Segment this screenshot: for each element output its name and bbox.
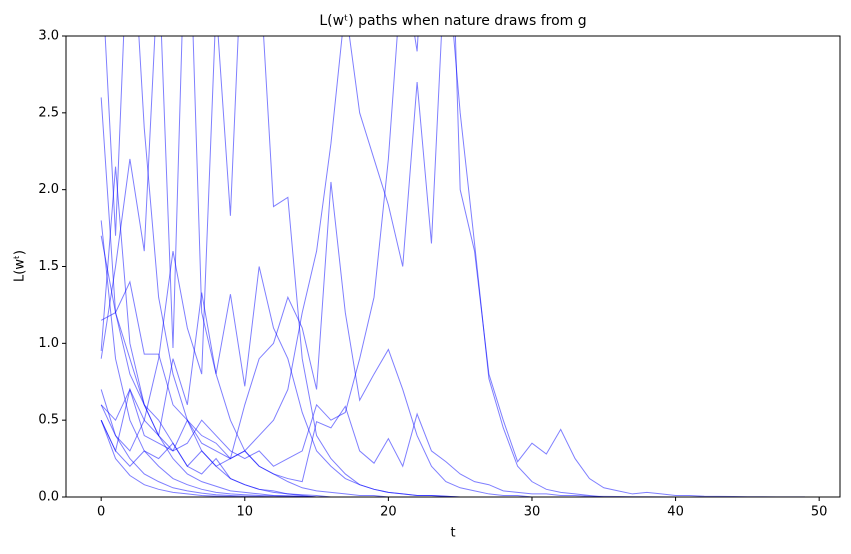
path-line — [100, 36, 805, 497]
path-line — [104, 36, 805, 497]
y-tick-label: 2.0 — [38, 182, 59, 197]
y-axis-label: L(wᵗ) — [13, 250, 28, 282]
path-line — [100, 36, 805, 497]
y-tick-label: 1.5 — [38, 259, 59, 274]
path-line — [100, 266, 805, 497]
y-tick-label: 1.0 — [38, 336, 59, 351]
x-tick-label: 0 — [97, 505, 105, 520]
path-line — [100, 36, 805, 497]
x-tick-label: 20 — [380, 505, 397, 520]
chart-title: L(wᵗ) paths when nature draws from g — [319, 13, 586, 29]
x-tick-label: 30 — [524, 505, 541, 520]
path-line — [100, 389, 805, 497]
y-tick-label: 0.0 — [38, 490, 59, 505]
y-tick-label: 3.0 — [38, 29, 59, 44]
path-line — [100, 280, 805, 497]
y-tick-label: 0.5 — [38, 413, 59, 428]
plot-frame — [65, 35, 841, 498]
path-line — [100, 235, 805, 497]
path-line — [100, 220, 805, 497]
x-tick-label: 50 — [811, 505, 828, 520]
path-line — [100, 36, 805, 497]
x-axis-label: t — [450, 526, 455, 541]
x-tick-label: 10 — [237, 505, 254, 520]
x-tick-label: 40 — [667, 505, 684, 520]
path-line — [100, 166, 805, 497]
plot-lines — [100, 36, 805, 497]
y-tick-label: 2.5 — [38, 105, 59, 120]
path-line — [100, 419, 805, 497]
path-line — [100, 181, 805, 497]
